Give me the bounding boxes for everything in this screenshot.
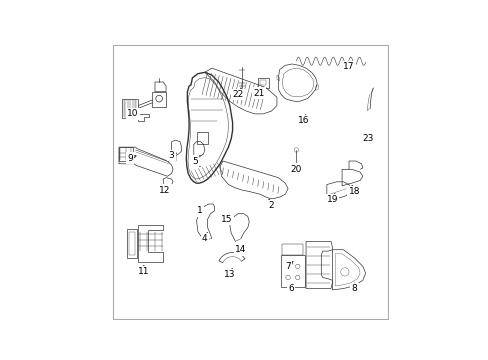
Text: 13: 13 (224, 270, 235, 279)
Text: 21: 21 (253, 89, 264, 98)
Text: 20: 20 (290, 165, 302, 174)
Text: 3: 3 (168, 151, 174, 160)
Text: 14: 14 (235, 245, 246, 254)
Text: 17: 17 (343, 62, 354, 71)
Text: 11: 11 (138, 267, 149, 276)
Text: 23: 23 (362, 134, 373, 143)
Text: 6: 6 (287, 284, 293, 293)
Text: 10: 10 (127, 109, 138, 118)
Text: 8: 8 (351, 284, 357, 293)
Text: 9: 9 (127, 154, 133, 163)
Text: 2: 2 (268, 201, 274, 210)
Text: 22: 22 (232, 90, 243, 99)
Text: 7: 7 (285, 262, 290, 271)
Text: 19: 19 (326, 195, 337, 204)
Text: 1: 1 (196, 206, 202, 215)
Text: 12: 12 (159, 186, 170, 195)
FancyBboxPatch shape (113, 45, 387, 319)
Text: 4: 4 (202, 234, 207, 243)
Text: 5: 5 (192, 157, 198, 166)
Text: 16: 16 (297, 116, 308, 125)
Text: 18: 18 (348, 187, 360, 196)
Text: 15: 15 (221, 215, 232, 224)
